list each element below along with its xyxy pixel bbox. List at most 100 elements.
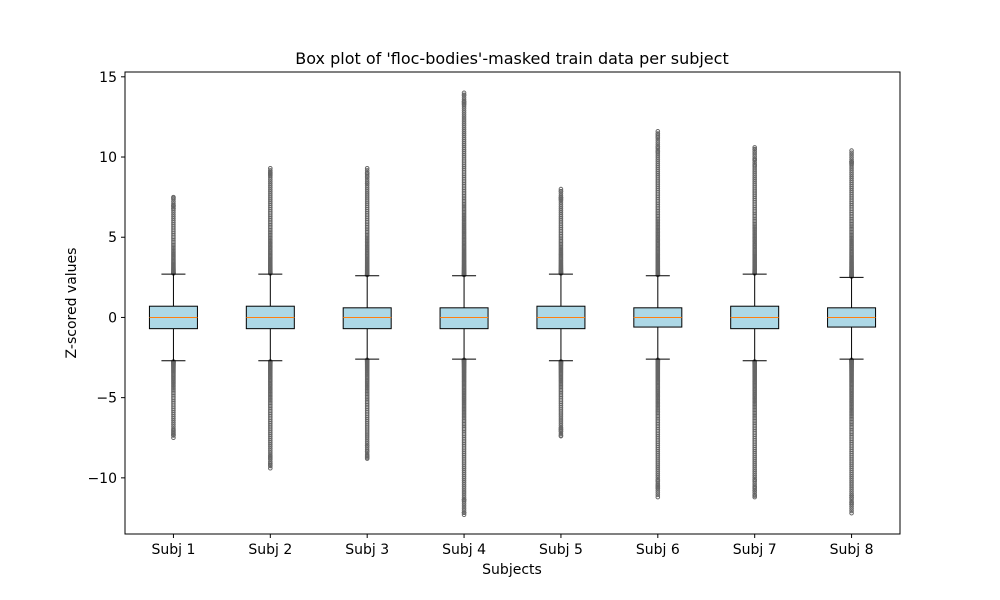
outlier-point — [268, 448, 273, 454]
outlier-point — [752, 157, 757, 163]
box-group-1 — [148, 194, 198, 441]
outlier-point — [849, 491, 854, 496]
outlier-point — [849, 506, 854, 511]
outlier-point — [558, 206, 564, 211]
outlier-point — [558, 243, 564, 248]
y-tick-label: 15 — [99, 70, 117, 86]
outlier-point — [558, 422, 564, 428]
outlier-point — [655, 468, 661, 474]
outlier-point — [849, 174, 854, 179]
outlier-point — [655, 407, 661, 413]
outlier-point — [849, 484, 854, 490]
outlier-point — [268, 453, 273, 459]
box-group-4 — [439, 90, 489, 518]
outlier-point — [752, 406, 757, 411]
outlier-point — [849, 405, 854, 411]
outlier-point — [364, 391, 370, 397]
outlier-point — [171, 214, 176, 219]
outlier-point — [268, 237, 273, 242]
outlier-point — [752, 475, 757, 480]
outlier-point — [268, 391, 273, 397]
outlier-point — [461, 92, 467, 98]
outlier-point — [461, 127, 467, 132]
outlier-point — [461, 108, 467, 113]
outlier-point — [558, 204, 564, 209]
y-tick-label: 10 — [99, 150, 117, 166]
outlier-point — [461, 413, 467, 419]
outlier-point — [461, 216, 467, 222]
outlier-point — [461, 209, 467, 215]
outlier-point — [461, 510, 467, 515]
outlier-point — [461, 407, 467, 413]
outlier-point — [461, 492, 467, 498]
box-group-3 — [342, 165, 392, 461]
outlier-point — [461, 497, 467, 502]
outlier-point — [558, 197, 564, 203]
outlier-point — [461, 120, 467, 126]
outlier-point — [752, 229, 757, 235]
outlier-point — [849, 407, 854, 413]
outlier-point — [364, 434, 370, 440]
outliers-8 — [849, 148, 854, 516]
outlier-point — [558, 241, 564, 247]
outlier-point — [461, 405, 467, 410]
outlier-point — [558, 416, 564, 422]
axes-frame — [124, 71, 901, 535]
outlier-point — [461, 508, 467, 513]
outlier-point — [461, 409, 467, 415]
outlier-point — [364, 436, 370, 442]
outlier-point — [364, 235, 370, 241]
outlier-point — [752, 151, 757, 157]
outlier-point — [558, 431, 564, 437]
outlier-point — [461, 208, 467, 213]
outlier-point — [849, 152, 854, 158]
outlier-point — [752, 466, 757, 472]
outlier-point — [752, 232, 757, 237]
outlier-point — [849, 154, 854, 160]
outlier-point — [849, 161, 854, 167]
outlier-point — [849, 508, 854, 514]
outlier-point — [171, 195, 176, 201]
outlier-point — [558, 384, 564, 390]
outlier-point — [364, 388, 370, 394]
outlier-point — [171, 418, 176, 423]
outlier-point — [849, 510, 854, 516]
outlier-point — [364, 183, 370, 188]
outlier-point — [461, 102, 467, 107]
outlier-point — [171, 245, 176, 251]
outlier-point — [461, 116, 467, 122]
outlier-point — [268, 238, 273, 244]
outlier-point — [268, 462, 273, 468]
outlier-point — [268, 465, 273, 471]
outlier-point — [752, 479, 757, 485]
outlier-point — [752, 471, 757, 476]
outlier-point — [849, 478, 854, 484]
outlier-point — [364, 176, 370, 182]
outlier-point — [655, 146, 661, 152]
outliers-6 — [655, 129, 661, 500]
outlier-point — [461, 122, 467, 128]
box-iqr — [439, 307, 489, 330]
outlier-point — [171, 384, 176, 389]
outlier-point — [752, 162, 757, 168]
outlier-point — [655, 401, 661, 407]
outlier-point — [461, 211, 467, 216]
outlier-point — [171, 427, 176, 433]
outlier-point — [171, 420, 176, 425]
outlier-point — [364, 181, 370, 186]
outlier-point — [364, 453, 370, 459]
outlier-point — [752, 490, 757, 495]
outlier-point — [558, 244, 564, 250]
outlier-point — [461, 488, 467, 494]
outlier-point — [849, 482, 854, 488]
outliers-7 — [752, 145, 757, 500]
outlier-point — [752, 146, 757, 152]
outlier-point — [268, 183, 273, 188]
outlier-point — [364, 438, 370, 444]
x-axis-label: Subjects — [482, 562, 542, 578]
outlier-point — [655, 221, 661, 227]
outlier-point — [364, 240, 370, 245]
outlier-point — [558, 418, 564, 424]
outlier-point — [752, 400, 757, 405]
outlier-point — [558, 195, 564, 201]
